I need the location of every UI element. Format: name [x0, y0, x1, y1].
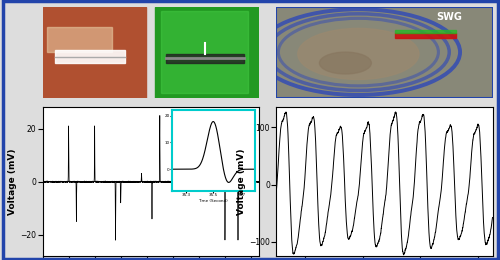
Bar — [47, 27, 112, 52]
Bar — [56, 50, 124, 63]
Y-axis label: Voltage (mV): Voltage (mV) — [8, 148, 18, 215]
Text: SWG: SWG — [436, 12, 462, 22]
Bar — [42, 6, 146, 98]
Circle shape — [298, 28, 419, 80]
Bar — [395, 33, 456, 38]
Bar — [162, 11, 248, 93]
Bar — [166, 54, 244, 63]
Bar — [395, 30, 456, 33]
Bar — [155, 6, 259, 98]
Circle shape — [320, 52, 372, 74]
Y-axis label: Voltage (mV): Voltage (mV) — [238, 148, 246, 215]
